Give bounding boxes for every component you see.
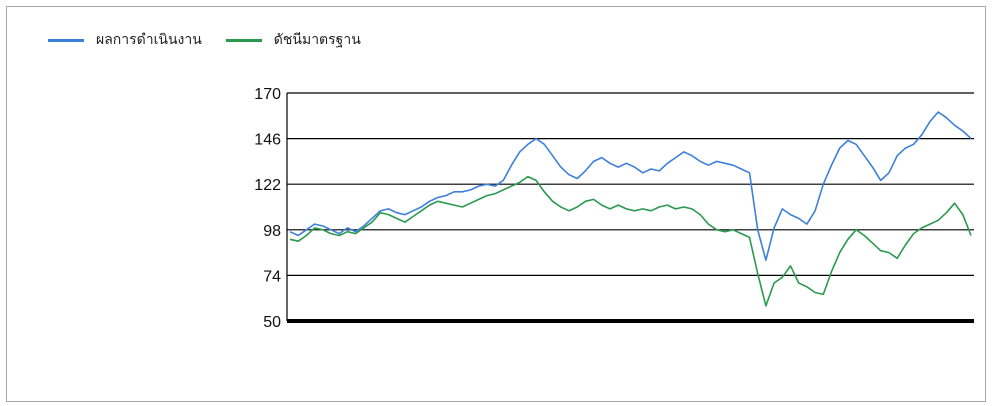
y-tick-label-122: 122 [254, 177, 281, 194]
y-tick-label-98: 98 [263, 223, 281, 240]
legend-label-benchmark: ดัชนีมาตรฐาน [273, 32, 361, 48]
y-tick-label-50: 50 [263, 314, 281, 331]
y-tick-label-146: 146 [254, 132, 281, 149]
gridlines [287, 92, 974, 322]
legend-item-performance: ผลการดำเนินงาน [48, 29, 202, 51]
legend-item-benchmark: ดัชนีมาตรฐาน [225, 29, 361, 51]
axes [286, 93, 974, 323]
chart-panel [6, 6, 986, 402]
y-axis-tick-labels: 50 74 98 122 146 170 [254, 86, 281, 331]
series-line-benchmark [289, 175, 972, 307]
series-lines [289, 111, 972, 307]
y-tick-label-170: 170 [254, 86, 281, 103]
legend-swatch-benchmark [225, 38, 262, 42]
legend-label-performance: ผลการดำเนินงาน [96, 32, 202, 48]
series-line-performance [289, 111, 972, 262]
legend-swatch-performance [48, 38, 84, 42]
chart-legend: ผลการดำเนินงาน ดัชนีมาตรฐาน [48, 28, 385, 52]
y-tick-label-74: 74 [263, 268, 281, 285]
